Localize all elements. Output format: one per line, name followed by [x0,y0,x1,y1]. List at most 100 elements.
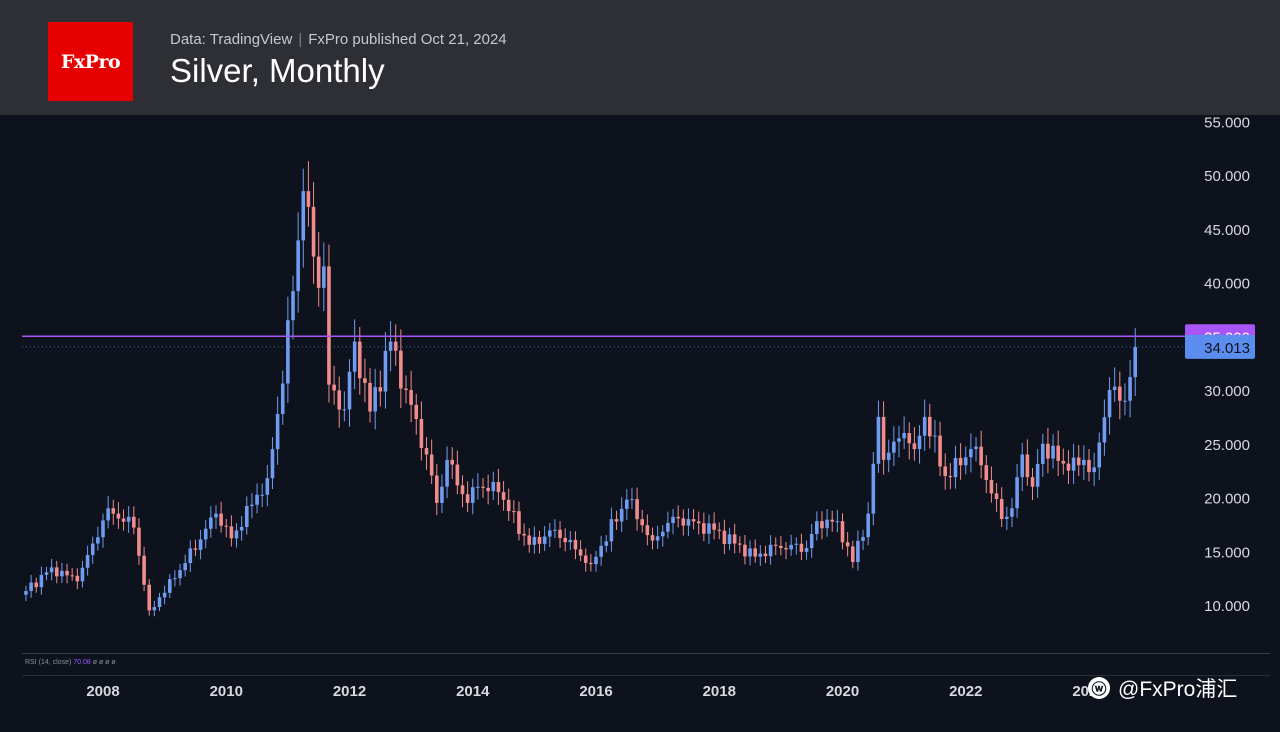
candle-body [732,534,737,544]
candle-body [203,528,208,540]
candle-body [1005,516,1009,519]
candle-body [106,508,110,521]
candle-body [1015,477,1019,509]
candle-body [178,570,182,579]
candle-body [655,536,660,541]
candle-body [198,539,203,550]
header-bar: FxPro Data: TradingView | FxPro published … [0,0,1280,115]
candle-body [1076,457,1081,466]
candle-body [722,530,727,545]
candle-body [1020,454,1025,478]
x-tick-label: 2008 [86,683,119,700]
x-tick-label: 2018 [703,683,736,700]
candle-body [640,519,645,526]
data-source: Data: TradingView [170,31,293,48]
candle-body [137,527,141,556]
candle-body [1051,445,1055,459]
candle-body [173,578,177,580]
candle-body [686,519,691,526]
candle-body [948,476,953,478]
candle-body [111,508,116,514]
candle-body [250,504,254,506]
candle-body [1056,445,1060,461]
candle-body [1107,390,1112,418]
candle-body [301,191,306,241]
candle-body [491,481,496,492]
rsi-indicator-label: RSI (14, close) 70.08 ø ø ø ø [25,659,116,666]
candle-body [696,521,701,524]
candle-body [322,266,326,288]
candle-body [768,544,773,557]
candle-body [820,521,824,529]
candle-body [517,511,521,534]
candle-body [938,435,942,467]
watermark: ⓦ @FxPro浦汇 [1088,673,1237,703]
candle-body [60,570,64,577]
candle-body [527,535,532,545]
candle-body [234,530,239,539]
candle-body [758,553,763,557]
candle-body [347,371,352,410]
candle-body [861,537,865,541]
candle-body [49,567,54,573]
candle-body [635,499,639,520]
candle-body [573,539,578,550]
weibo-icon: ⓦ [1088,677,1110,699]
candle-body [907,433,912,444]
candle-body [886,452,891,460]
candle-body [645,525,650,536]
chart-title: Silver, Monthly [170,52,385,89]
y-tick-label: 20.000 [1204,491,1250,508]
candle-body [660,531,665,537]
candle-body [1097,442,1102,468]
candle-body [419,418,424,449]
candle-body [260,494,264,496]
candle-body [296,240,300,292]
candle-body [481,486,485,488]
candle-body [316,256,321,288]
candle-body [1025,454,1030,478]
candle-body [501,492,506,500]
candle-body [727,534,732,545]
candle-body [352,341,357,372]
candle-body [157,597,162,608]
candle-body [619,508,624,522]
candle-body [542,536,547,544]
candle-body [799,543,804,552]
candle-body [604,541,609,546]
candle-body [943,466,948,476]
candle-body [963,457,968,466]
last-price-label: 34.013 [1204,340,1250,357]
candle-body [553,529,557,531]
candle-body [568,539,573,543]
candle-body [835,521,840,523]
candle-body [625,499,629,509]
candle-body [1040,443,1045,464]
candle-body [470,487,475,503]
candle-body [712,523,716,530]
candle-body [984,465,989,481]
candle-body [239,526,244,531]
candle-body [496,481,501,493]
candle-body [162,592,167,598]
candle-body [44,572,49,575]
candle-body [132,516,136,528]
candle-body [558,529,562,538]
x-tick-label: 2014 [456,683,490,700]
candle-body [142,555,146,585]
candle-body [506,499,511,512]
candle-body [378,387,383,392]
candle-body [1071,457,1076,471]
candle-body [1061,460,1066,464]
candle-body [933,435,937,437]
candle-body [994,493,999,500]
candle-body [779,545,783,549]
candle-body [280,383,285,415]
candle-body [840,521,845,543]
candle-body [563,537,567,543]
candle-body [583,555,588,563]
candle-body [306,191,311,207]
candle-body [892,441,896,453]
publish-info: FxPro published Oct 21, 2024 [308,31,507,48]
